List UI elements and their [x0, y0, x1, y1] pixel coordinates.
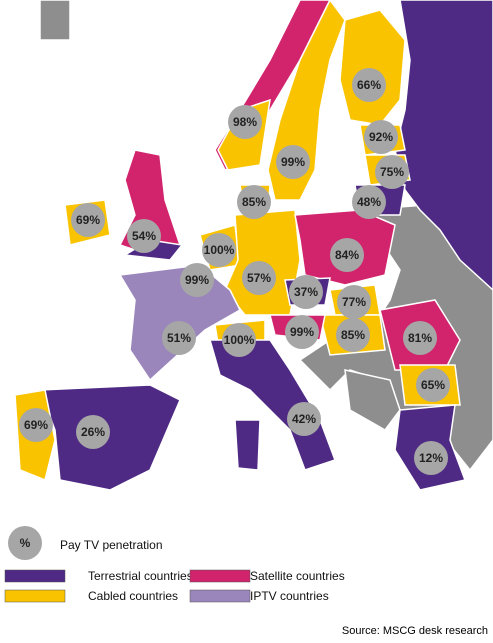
marker-label: 99%: [185, 273, 209, 287]
marker: [162, 321, 196, 355]
marker-label: 81%: [408, 331, 432, 345]
marker-label: 99%: [281, 155, 305, 169]
marker: [276, 145, 310, 179]
marker: [76, 415, 110, 449]
legend-label: IPTV countries: [250, 589, 329, 603]
marker-label: 69%: [76, 213, 100, 227]
legend-swatch: [189, 589, 251, 603]
marker-label: 84%: [335, 248, 359, 262]
marker: [285, 315, 319, 349]
marker: [352, 185, 386, 219]
marker: [337, 285, 371, 319]
marker: [416, 368, 450, 402]
country-terrestrial: [234, 419, 261, 471]
marker: [352, 68, 386, 102]
legend-label: Cabled countries: [88, 589, 178, 603]
marker-label: 12%: [419, 451, 443, 465]
marker-label: 100%: [204, 243, 235, 257]
legend-label: Terrestrial countries: [88, 569, 193, 583]
marker: [237, 185, 271, 219]
marker-label: 77%: [342, 295, 366, 309]
marker-label: 85%: [242, 195, 266, 209]
marker-label: 69%: [24, 418, 48, 432]
legend-symbol-label: Pay TV penetration: [60, 538, 163, 552]
marker: [127, 219, 161, 253]
marker-label: 48%: [357, 195, 381, 209]
marker-label: 92%: [369, 130, 393, 144]
marker: [202, 233, 236, 267]
marker: [228, 105, 262, 139]
marker: [414, 441, 448, 475]
marker-label: 51%: [167, 331, 191, 345]
marker-label: 37%: [294, 285, 318, 299]
marker: [287, 402, 321, 436]
legend-swatch: [4, 569, 66, 583]
country-cabled: [339, 9, 406, 126]
marker: [180, 263, 214, 297]
marker: [403, 321, 437, 355]
marker-label: 42%: [292, 412, 316, 426]
land-gray: [344, 369, 401, 431]
legend-symbol: [8, 526, 42, 560]
legend: % Pay TV penetration Terrestrial countri…: [4, 526, 345, 603]
source: Source: MSCG desk research: [342, 625, 488, 637]
marker: [222, 323, 256, 357]
marker: [289, 275, 323, 309]
marker-label: 65%: [421, 378, 445, 392]
legend-swatch: [189, 569, 251, 583]
marker-label: 98%: [233, 115, 257, 129]
marker: [336, 318, 370, 352]
legend-swatch: [4, 589, 66, 603]
country-terrestrial: [38, 384, 181, 491]
country-terrestrial: [394, 0, 493, 292]
markers: 66% 98% 92% 99% 75% 48% 85% 69% 54% 100% 84% 99% 57%…: [19, 68, 450, 475]
marker: [19, 408, 53, 442]
legend-symbol-text: %: [20, 536, 31, 550]
marker-label: 99%: [290, 325, 314, 339]
marker: [375, 155, 409, 189]
marker-label: 57%: [247, 271, 271, 285]
marker-label: 85%: [341, 328, 365, 342]
country-terrestrial: [209, 339, 336, 471]
marker: [71, 203, 105, 237]
land-gray: [39, 0, 71, 41]
marker: [330, 238, 364, 272]
marker-label: 75%: [380, 165, 404, 179]
legend-label: Satellite countries: [250, 569, 345, 583]
marker-label: 54%: [132, 229, 156, 243]
marker-label: 26%: [81, 425, 105, 439]
marker-label: 100%: [224, 333, 255, 347]
marker: [242, 261, 276, 295]
marker-label: 66%: [357, 78, 381, 92]
marker: [364, 120, 398, 154]
